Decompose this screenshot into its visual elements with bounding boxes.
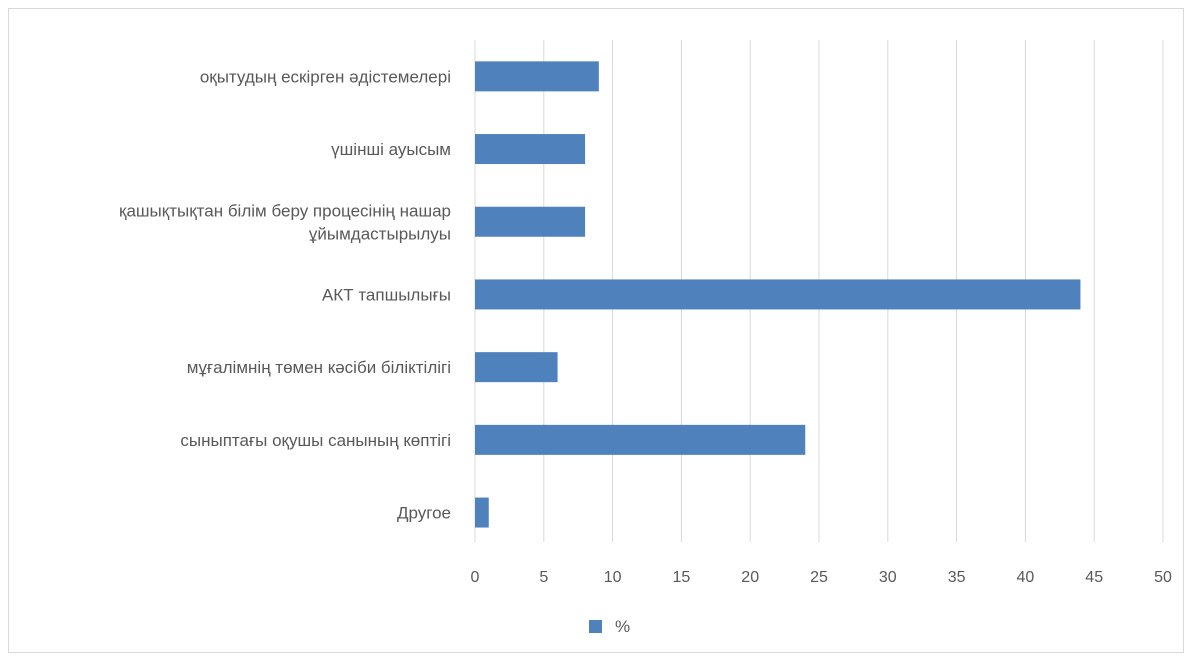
x-tick-label: 20: [741, 569, 759, 586]
legend: %: [589, 617, 630, 636]
x-tick-label: 50: [1154, 569, 1172, 586]
x-tick-label: 0: [471, 569, 480, 586]
category-label: Другое: [397, 504, 451, 523]
legend-swatch: [589, 620, 602, 633]
x-tick-label: 10: [604, 569, 622, 586]
bar: [475, 279, 1081, 310]
category-label: мұғалімнің төмен кәсіби біліктілігі: [187, 358, 451, 377]
category-label: АКТ тапшылығы: [322, 285, 451, 304]
legend-label: %: [615, 617, 630, 636]
x-tick-label: 35: [948, 569, 966, 586]
bar: [475, 497, 489, 528]
x-tick-label: 40: [1017, 569, 1035, 586]
x-tick-label: 45: [1085, 569, 1103, 586]
bar: [475, 61, 599, 92]
x-tick-label: 25: [810, 569, 828, 586]
bar: [475, 134, 586, 165]
bars: [475, 61, 1081, 528]
x-tick-label: 5: [539, 569, 548, 586]
bar: [475, 206, 586, 237]
x-tick-label: 30: [879, 569, 897, 586]
bar: [475, 352, 558, 383]
category-label: сыныптағы оқушы санының көптігі: [180, 431, 451, 450]
category-label: ұйымдастырылуы: [309, 224, 451, 243]
x-tick-label: 15: [673, 569, 691, 586]
chart-frame: [8, 8, 1184, 653]
category-label: оқытудың ескірген әдістемелері: [200, 67, 451, 86]
category-labels: оқытудың ескірген әдістемелері үшінші ауы…: [119, 67, 451, 522]
x-axis-tick-labels: 0 5 10 15 20 25 30 35 40 45 50: [471, 569, 1172, 586]
category-label: үшінші ауысым: [331, 140, 451, 159]
bar: [475, 424, 806, 455]
category-label: қашықтықтан білім беру процесінің нашар: [119, 201, 451, 220]
